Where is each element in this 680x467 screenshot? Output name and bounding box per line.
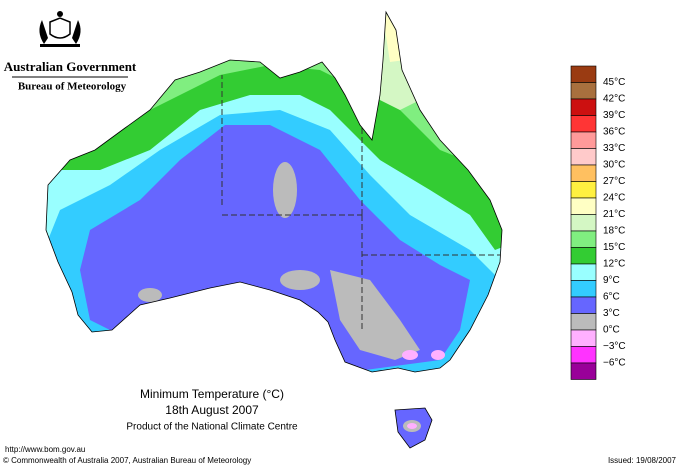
- url[interactable]: http://www.bom.gov.au: [5, 445, 85, 454]
- legend-swatch: [570, 296, 597, 314]
- legend-label: 42°C: [603, 94, 625, 105]
- map-product: Product of the National Climate Centre: [126, 422, 298, 433]
- issued-date: Issued: 19/08/2007: [608, 456, 677, 465]
- legend-swatch: [570, 313, 597, 331]
- zone-0: [330, 270, 420, 360]
- legend-swatch: [570, 280, 597, 298]
- legend-label: 6°C: [603, 292, 620, 303]
- legend-label: 33°C: [603, 143, 625, 154]
- legend-label: 27°C: [603, 176, 625, 187]
- legend-label: 18°C: [603, 226, 625, 237]
- legend-swatch: [570, 214, 597, 232]
- legend-swatch: [570, 65, 597, 83]
- legend-label: −6°C: [603, 358, 626, 369]
- legend-label: 39°C: [603, 110, 625, 121]
- legend-label: 3°C: [603, 308, 620, 319]
- state-border: [221, 75, 500, 330]
- legend-label: 30°C: [603, 160, 625, 171]
- legend-swatch: [570, 346, 597, 364]
- legend-swatch: [570, 362, 597, 380]
- crest: [39, 11, 81, 47]
- government-name: Australian Government: [4, 59, 137, 74]
- map-date: 18th August 2007: [165, 403, 259, 417]
- legend-label: 12°C: [603, 259, 625, 270]
- legend-swatch: [570, 197, 597, 215]
- legend-label: 36°C: [603, 127, 625, 138]
- legend-swatch: [570, 263, 597, 281]
- legend-label: −3°C: [603, 341, 626, 352]
- legend-swatch: [570, 148, 597, 166]
- legend-swatch: [570, 164, 597, 182]
- legend-swatch: [570, 115, 597, 133]
- legend-swatch: [570, 329, 597, 347]
- zone-minus-3: [407, 423, 417, 429]
- legend-swatch: [570, 131, 597, 149]
- legend-swatch: [570, 82, 597, 100]
- legend: 45°C 42°C 39°C 36°C 33°C 30°C 27°C 24°C 21°C 18°C…: [570, 65, 626, 380]
- map-title: Minimum Temperature (°C): [140, 387, 284, 401]
- zone-0: [138, 288, 162, 302]
- legend-label: 24°C: [603, 193, 625, 204]
- legend-label: 15°C: [603, 242, 625, 253]
- copyright: © Commonwealth of Australia 2007, Austra…: [3, 456, 251, 465]
- coastline: [45, 10, 503, 373]
- zone-0: [280, 270, 320, 290]
- agency-name: Bureau of Meteorology: [18, 81, 127, 93]
- legend-swatch: [570, 247, 597, 265]
- zone-minus-3: [431, 350, 445, 360]
- zone-minus-3: [402, 350, 418, 360]
- legend-label: 9°C: [603, 275, 620, 286]
- zone-0: [273, 162, 297, 218]
- legend-swatch: [570, 98, 597, 116]
- legend-swatch: [570, 230, 597, 248]
- legend-label: 21°C: [603, 209, 625, 220]
- legend-swatch: [570, 181, 597, 199]
- legend-label: 45°C: [603, 77, 625, 88]
- legend-label: 0°C: [603, 325, 620, 336]
